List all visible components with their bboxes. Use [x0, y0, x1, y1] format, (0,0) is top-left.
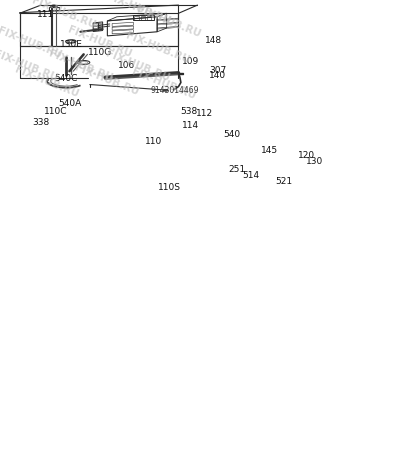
Text: FIX-HUB.RU: FIX-HUB.RU: [47, 48, 114, 83]
Text: 130: 130: [306, 157, 323, 166]
Text: 251: 251: [228, 165, 246, 174]
Text: 114: 114: [182, 121, 199, 130]
Text: 110C: 110C: [43, 108, 67, 117]
Text: FIX-HUB.RU: FIX-HUB.RU: [0, 26, 63, 60]
Text: 148: 148: [205, 36, 222, 45]
Text: 540C: 540C: [55, 74, 78, 83]
Text: FIX-HUB.RU: FIX-HUB.RU: [105, 0, 172, 26]
Text: FIX-HUB.RU: FIX-HUB.RU: [31, 0, 98, 31]
Text: 540: 540: [224, 130, 241, 140]
Text: 307: 307: [209, 66, 226, 75]
Text: FIX-HUB.RU: FIX-HUB.RU: [66, 25, 133, 59]
Text: 110: 110: [145, 138, 162, 147]
Text: 338: 338: [32, 118, 50, 127]
Text: 130E: 130E: [60, 40, 83, 50]
Text: 106: 106: [118, 60, 135, 69]
Text: 140: 140: [209, 71, 226, 80]
Text: 112: 112: [196, 109, 213, 118]
Text: 120: 120: [298, 151, 315, 160]
Text: 540A: 540A: [58, 99, 81, 108]
Text: 110G: 110G: [88, 48, 112, 57]
Circle shape: [163, 89, 168, 91]
Text: FIX-HUB.RU: FIX-HUB.RU: [131, 67, 197, 101]
Text: FIX-HUB.RU: FIX-HUB.RU: [14, 65, 80, 99]
Text: 538: 538: [181, 108, 198, 117]
Text: 521: 521: [276, 177, 293, 186]
Text: 109: 109: [182, 58, 199, 67]
Text: FIX-HUB.RU: FIX-HUB.RU: [0, 48, 59, 83]
Text: 110S: 110S: [158, 183, 181, 192]
Text: 514: 514: [242, 171, 259, 180]
Text: 9143014469: 9143014469: [150, 86, 199, 95]
Text: FIX-HUB.RU: FIX-HUB.RU: [73, 63, 140, 98]
Text: FIX-HUB.RU: FIX-HUB.RU: [124, 30, 191, 65]
Text: 145: 145: [261, 146, 279, 155]
Text: FIX-HUB.RU: FIX-HUB.RU: [104, 48, 171, 83]
Text: FIX-HUB.RU: FIX-HUB.RU: [135, 4, 202, 39]
Text: 111: 111: [37, 9, 55, 18]
